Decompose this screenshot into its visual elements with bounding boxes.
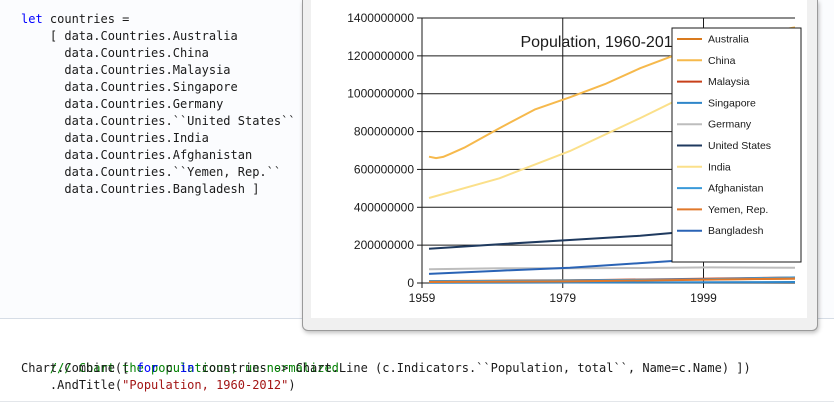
code-token: c: [158, 361, 180, 375]
code-line: data.Countries.Bangladesh ]: [21, 182, 260, 196]
y-tick-label: 200000000: [354, 238, 414, 252]
x-tick-label: 1999: [690, 291, 717, 305]
string-literal: "Population, 1960-2012": [122, 378, 289, 392]
y-tick-label: 800000000: [354, 125, 414, 139]
legend-label: China: [708, 55, 736, 67]
keyword-let: let: [21, 12, 43, 26]
code-line: data.Countries.India: [21, 131, 209, 145]
legend-label: Australia: [708, 34, 749, 46]
y-tick-label: 1400000000: [347, 11, 414, 25]
series-line-germany: [428, 266, 796, 271]
y-tick-label: 0: [407, 276, 414, 290]
population-chart: 0 200000000 400000000 600000000 800000000 100…: [347, 11, 802, 305]
legend-label: Afghanistan: [708, 183, 764, 195]
y-tick-label: 1200000000: [347, 49, 414, 63]
code-line: data.Countries.``United States``: [21, 114, 296, 128]
x-tick-label: 1979: [549, 291, 576, 305]
chart-plot-area: 0 200000000 400000000 600000000 800000000 100…: [311, 0, 807, 318]
code-line: [ data.Countries.Australia: [21, 29, 238, 43]
code-line: data.Countries.China: [21, 46, 209, 60]
code-chart-combine: Chart.Combine([ for c in countries -> Ch…: [21, 360, 751, 377]
x-tick-label: 1959: [409, 291, 436, 305]
comment-text: /// Chart the populations, un-normalized: [49, 361, 339, 375]
legend-label: Germany: [708, 119, 752, 131]
code-line: let countries =: [21, 11, 129, 28]
y-tick-label: 1000000000: [347, 87, 414, 101]
code-line: data.Countries.Singapore: [21, 80, 238, 94]
code-token: countries =: [42, 12, 130, 26]
code-line: data.Countries.Malaysia: [21, 63, 231, 77]
code-and-title: .AndTitle("Population, 1960-2012"): [21, 377, 296, 394]
code-token: countries -> Chart.Line (c.Indicators.``…: [194, 361, 751, 375]
code-token: ): [288, 378, 296, 392]
y-tick-label: 400000000: [354, 200, 414, 214]
code-comment: /// Chart the populations, un-normalized: [21, 343, 339, 394]
legend-label: Malaysia: [708, 76, 750, 88]
divider: [0, 401, 834, 402]
series-line-yemen-rep-: [428, 277, 796, 283]
legend-label: Singapore: [708, 97, 756, 109]
code-line: data.Countries.``Yemen, Rep.``: [21, 165, 282, 179]
legend-label: India: [708, 161, 731, 173]
code-line: data.Countries.Germany: [21, 97, 224, 111]
keyword-for: for: [136, 361, 159, 375]
keyword-in: in: [179, 361, 195, 375]
code-token: Chart.Combine([: [21, 361, 137, 375]
legend-label: Bangladesh: [708, 225, 764, 237]
chart-title: Population, 1960-2012: [520, 34, 681, 51]
code-line: data.Countries.Afghanistan: [21, 148, 253, 162]
legend-label: Yemen, Rep.: [708, 204, 768, 216]
legend-label: United States: [708, 140, 771, 152]
code-token: .AndTitle(: [21, 378, 123, 392]
y-tick-label: 600000000: [354, 162, 414, 176]
